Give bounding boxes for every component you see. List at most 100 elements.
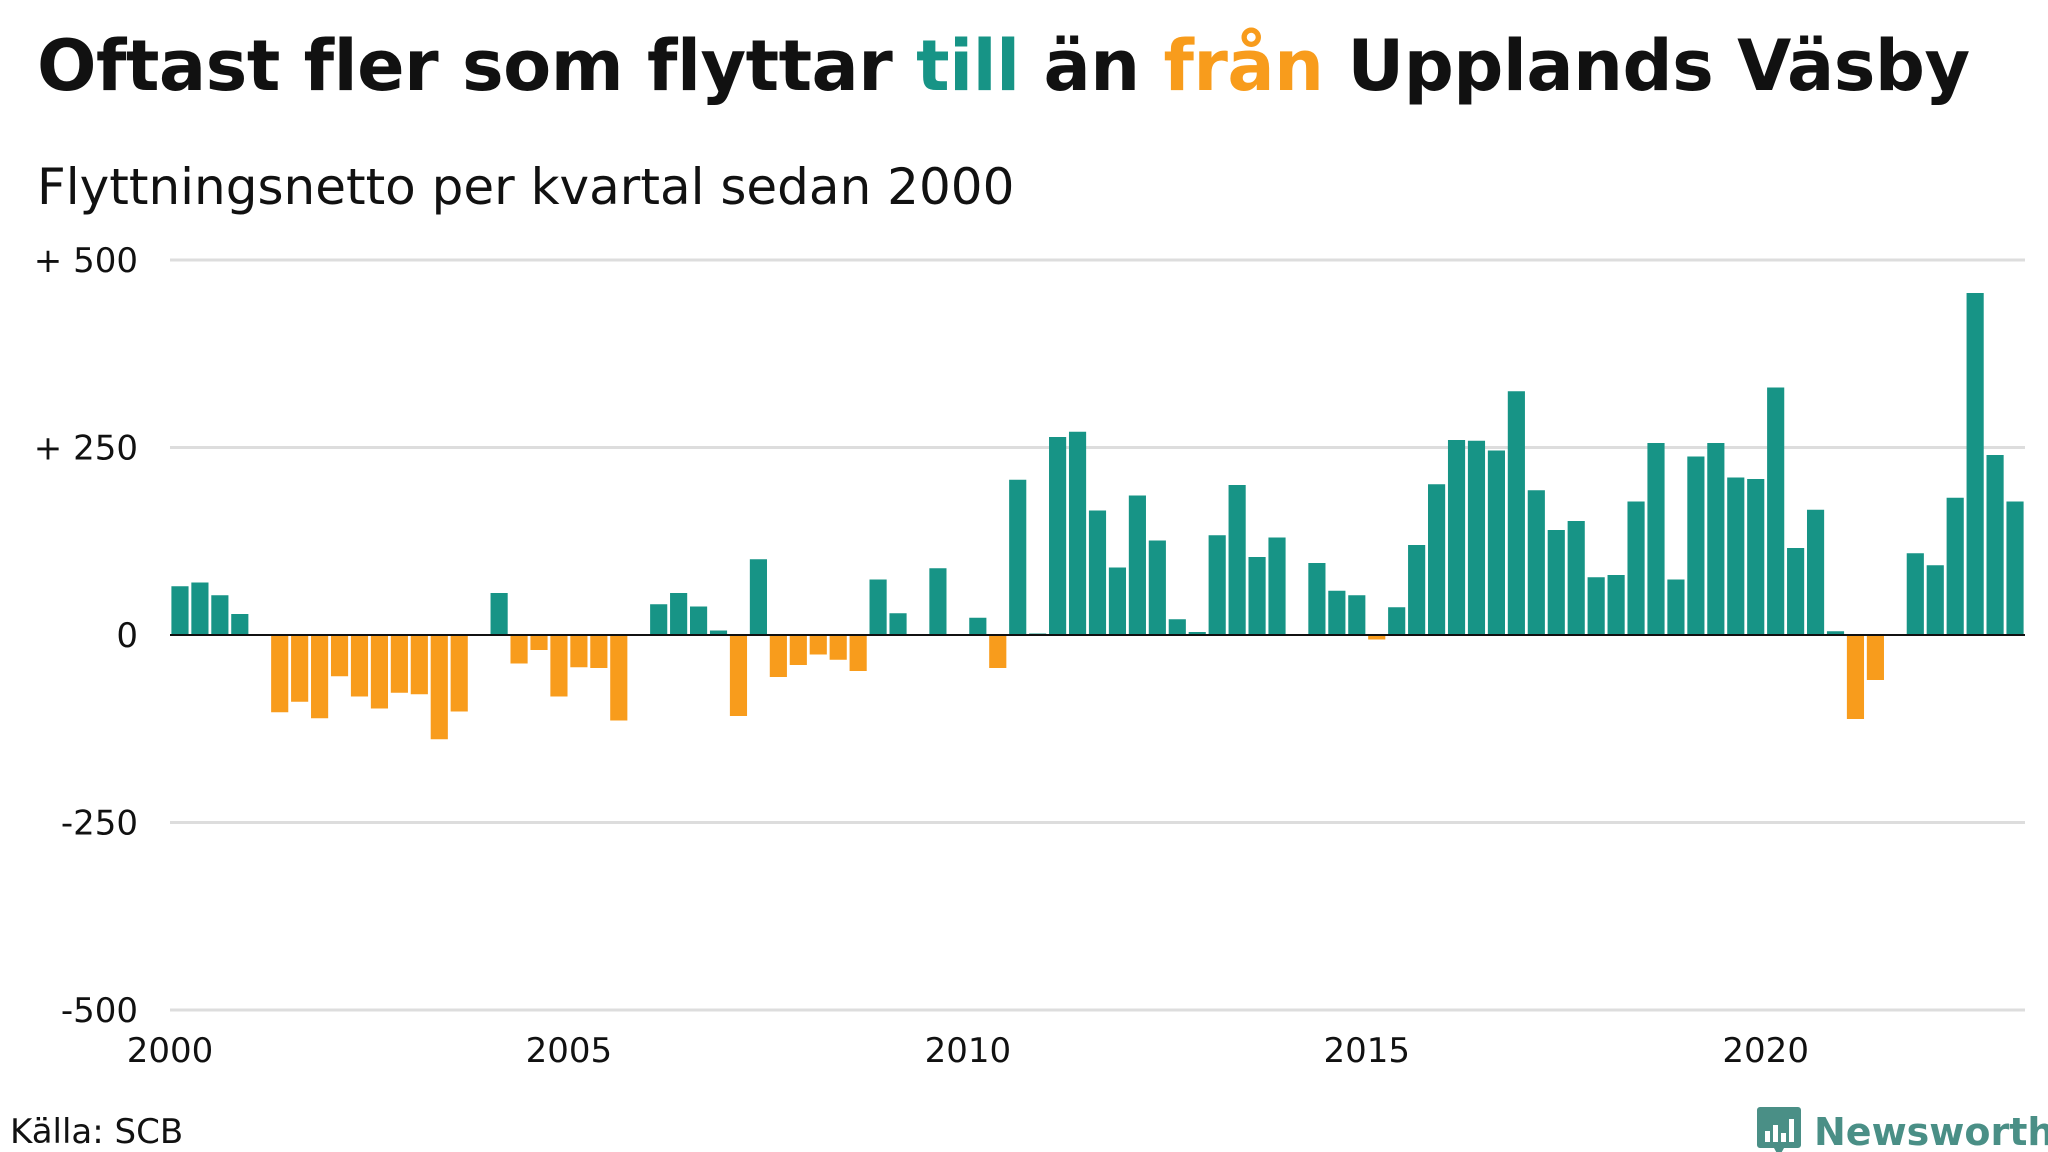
bar — [969, 617, 987, 635]
bar — [590, 635, 608, 668]
bar — [1368, 635, 1386, 640]
title-part2: än — [1019, 25, 1164, 107]
bar — [1787, 548, 1805, 635]
bar — [1767, 387, 1785, 635]
bar — [1846, 635, 1865, 719]
bar — [510, 635, 528, 664]
bar — [1966, 293, 1984, 635]
bar — [789, 635, 807, 665]
bar — [1447, 440, 1466, 635]
bar — [989, 635, 1007, 668]
bar — [1567, 521, 1585, 635]
bar — [1228, 485, 1246, 635]
bar — [2006, 501, 2024, 635]
bar — [1108, 567, 1127, 635]
bar — [1727, 477, 1745, 635]
bar — [311, 635, 329, 719]
bar — [1388, 607, 1406, 635]
title-part3: Upplands Väsby — [1323, 25, 1970, 107]
bar — [809, 635, 827, 655]
bar — [330, 635, 349, 677]
x-tick-label: 2005 — [526, 1031, 613, 1071]
bar — [1587, 577, 1605, 635]
bar — [1507, 391, 1525, 635]
x-tick-label: 2020 — [1722, 1031, 1809, 1071]
bar — [231, 614, 249, 635]
bar — [390, 635, 408, 693]
bar — [1687, 456, 1705, 635]
bar — [889, 613, 907, 635]
bar — [1926, 565, 1944, 635]
chart-subtitle: Flyttningsnetto per kvartal sedan 2000 — [37, 158, 1015, 216]
bar — [1627, 501, 1645, 635]
bar — [769, 635, 787, 677]
bar — [1408, 545, 1426, 635]
bar — [709, 630, 728, 635]
newsworthy-logo-icon — [1757, 1107, 1801, 1152]
bar — [650, 604, 668, 635]
bar — [849, 635, 867, 671]
bar — [1547, 530, 1565, 635]
bar — [350, 635, 369, 697]
bar — [1986, 455, 2004, 635]
title-part1: Oftast fler som flyttar — [37, 25, 917, 107]
y-tick-label: -250 — [61, 804, 138, 844]
bar — [1348, 595, 1366, 635]
chart-title: Oftast fler som flyttar till än från Upp… — [37, 16, 1970, 116]
bar — [1806, 509, 1825, 635]
bar — [211, 595, 229, 635]
bar — [291, 635, 309, 702]
bar — [1527, 490, 1545, 635]
bar — [1826, 631, 1845, 635]
bar — [550, 635, 568, 697]
x-tick-label: 2015 — [1324, 1031, 1411, 1071]
bar — [530, 635, 548, 650]
x-tick-label: 2010 — [925, 1031, 1012, 1071]
y-axis-labels: + 500 + 250 0 -250 -500 — [34, 241, 138, 1031]
bar — [1088, 510, 1107, 635]
brand-name: Newsworthy — [1814, 1110, 2048, 1152]
bar — [191, 582, 209, 635]
bar — [1328, 590, 1346, 635]
bar — [1049, 437, 1067, 635]
bar — [749, 559, 767, 635]
bar — [1009, 479, 1027, 635]
bar — [370, 635, 389, 709]
y-tick-label: + 250 — [34, 429, 138, 469]
bar — [430, 635, 448, 740]
y-tick-label: -500 — [61, 991, 138, 1031]
bar — [1248, 557, 1266, 635]
brand: Newsworthy — [1756, 1102, 2048, 1152]
y-tick-label: + 500 — [34, 241, 138, 281]
bar — [271, 635, 289, 713]
bar — [1467, 440, 1486, 635]
title-fran: från — [1163, 25, 1324, 107]
bar — [1188, 632, 1206, 635]
bar — [410, 635, 428, 695]
bar — [1707, 443, 1725, 635]
bar — [1747, 479, 1765, 635]
bar — [1607, 575, 1625, 635]
bar — [690, 606, 708, 635]
bar — [1906, 553, 1924, 635]
y-tick-label: 0 — [116, 616, 138, 656]
bars — [171, 293, 2024, 740]
bar — [171, 586, 189, 635]
bar — [1148, 540, 1166, 635]
grid-lines — [170, 258, 2025, 1012]
bar — [1208, 535, 1226, 635]
bar-chart: + 500 + 250 0 -250 -500 2000 2005 2010 2015 2020 — [34, 241, 2025, 1071]
bar — [1068, 431, 1087, 635]
bar — [1866, 635, 1884, 680]
bar — [1667, 579, 1685, 635]
bar — [1128, 495, 1146, 635]
bar — [829, 635, 847, 660]
bar — [1168, 619, 1186, 635]
x-axis-labels: 2000 2005 2010 2015 2020 — [127, 1031, 1809, 1071]
bar — [929, 568, 947, 635]
bar — [1487, 450, 1505, 635]
bar — [729, 635, 748, 716]
bar — [450, 635, 468, 712]
bar — [1428, 484, 1446, 635]
bar — [610, 635, 628, 721]
